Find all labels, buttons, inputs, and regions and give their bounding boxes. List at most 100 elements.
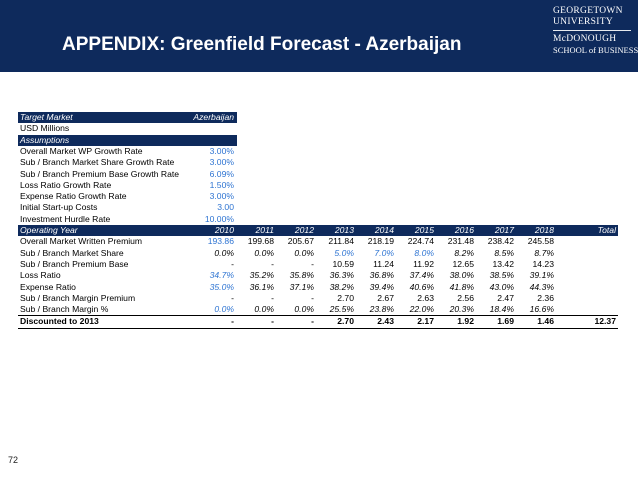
discounted-cell: 1.92 (457, 316, 474, 327)
forecast-cell: 2.36 (537, 292, 554, 303)
forecast-cell: 10.59 (332, 258, 354, 269)
forecast-cell: 205.67 (287, 236, 314, 247)
forecast-cell: 0.0% (254, 247, 274, 258)
forecast-cell: 40.6% (409, 281, 434, 292)
discounted-row: Discounted to 2013 - - - 2.70 2.43 2.17 1.92 1.6… (18, 315, 618, 329)
assumption-value: 10.00% (204, 213, 234, 224)
discounted-cell: 2.43 (377, 316, 394, 327)
forecast-cell: 0.0% (214, 247, 234, 258)
forecast-cell: 39.4% (369, 281, 394, 292)
assumption-row: Loss Ratio Growth Rate 1.50% (18, 180, 237, 191)
discounted-cell: 1.69 (497, 316, 514, 327)
logo-line-3: McDONOUGH (553, 34, 617, 44)
forecast-cell: 16.6% (529, 304, 554, 315)
forecast-cell: 37.1% (289, 281, 314, 292)
forecast-row: Sub / Branch Margin % 0.0% 0.0% 0.0% 25.5% 23… (18, 304, 618, 315)
assumption-value: 3.00% (209, 157, 234, 168)
forecast-row: Sub / Branch Premium Base - - - 10.59 11.24 11… (18, 259, 618, 270)
assumption-row: Investment Hurdle Rate 10.00% (18, 214, 237, 225)
forecast-cell: 44.3% (529, 281, 554, 292)
discounted-cell: 2.70 (337, 316, 354, 327)
forecast-cell: 2.63 (417, 292, 434, 303)
forecast-cell: - (271, 258, 274, 269)
forecast-cell: 2.67 (377, 292, 394, 303)
forecast-cell: 38.5% (489, 270, 514, 281)
forecast-cell: 38.0% (449, 270, 474, 281)
forecast-cell: 14.23 (532, 258, 554, 269)
page-number: 72 (8, 455, 19, 465)
units-label: USD Millions (20, 123, 70, 134)
assumption-value: 6.09% (209, 168, 234, 179)
assumption-value: 3.00% (209, 191, 234, 202)
assumption-label: Sub / Branch Premium Base Growth Rate (20, 168, 180, 179)
logo-line-2: UNIVERSITY (553, 17, 613, 27)
assumption-value: 3.00% (209, 145, 234, 156)
forecast-cell: 36.3% (329, 270, 354, 281)
forecast-row-label: Sub / Branch Margin % (20, 304, 109, 315)
forecast-cell: 245.58 (527, 236, 554, 247)
logo-line-1: GEORGETOWN (553, 6, 623, 16)
assumptions-header-row: Assumptions (18, 134, 237, 146)
forecast-cell: 8.7% (534, 247, 554, 258)
assumption-row: Sub / Branch Market Share Growth Rate 3.0… (18, 157, 237, 168)
assumption-label: Expense Ratio Growth Rate (20, 191, 127, 202)
assumption-label: Sub / Branch Market Share Growth Rate (20, 157, 175, 168)
discounted-cell: - (311, 316, 314, 327)
forecast-cell: 38.2% (329, 281, 354, 292)
forecast-cell: 8.0% (414, 247, 434, 258)
year-column-header: 2018 (534, 225, 554, 235)
forecast-cell: 35.8% (289, 270, 314, 281)
forecast-row: Sub / Branch Margin Premium - - - 2.70 2.67 2.… (18, 293, 618, 304)
units-row: USD Millions (18, 123, 237, 134)
forecast-cell: 11.92 (413, 258, 434, 269)
assumption-row: Initial Start-up Costs 3.00 (18, 202, 237, 213)
discounted-cell: 1.46 (537, 316, 554, 327)
forecast-row-label: Sub / Branch Premium Base (20, 258, 129, 269)
forecast-cell: 211.84 (328, 236, 354, 247)
operating-year-label: Operating Year (20, 225, 78, 235)
assumption-label: Overall Market WP Growth Rate (20, 145, 143, 156)
forecast-cell: 35.2% (249, 270, 274, 281)
forecast-cell: - (231, 258, 234, 269)
forecast-cell: 35.0% (209, 281, 234, 292)
year-column-header: 2015 (414, 225, 434, 235)
forecast-cell: 8.2% (454, 247, 474, 258)
forecast-cell: 8.5% (494, 247, 514, 258)
logo-divider (553, 30, 631, 31)
assumption-row: Expense Ratio Growth Rate 3.00% (18, 191, 237, 202)
forecast-cell: 41.8% (449, 281, 474, 292)
discounted-label: Discounted to 2013 (20, 316, 99, 327)
total-column-header: Total (597, 225, 616, 235)
target-market-row: Target Market Azerbaijan (18, 112, 237, 124)
forecast-cell: 34.7% (209, 270, 234, 281)
assumption-label: Investment Hurdle Rate (20, 213, 111, 224)
forecast-row: Loss Ratio 34.7% 35.2% 35.8% 36.3% 36.8% 37.4%… (18, 270, 618, 281)
year-column-header: 2017 (494, 225, 514, 235)
assumption-value: 1.50% (209, 179, 234, 190)
forecast-cell: 39.1% (529, 270, 554, 281)
target-market-value: Azerbaijan (193, 112, 234, 122)
forecast-cell: 36.1% (249, 281, 274, 292)
forecast-cell: 37.4% (409, 270, 434, 281)
year-column-header: 2011 (255, 225, 274, 235)
forecast-cell: 238.42 (487, 236, 514, 247)
discounted-total: 12.37 (594, 316, 616, 327)
year-column-header: 2010 (214, 225, 234, 235)
year-column-header: 2013 (334, 225, 354, 235)
forecast-cell: 22.0% (409, 304, 434, 315)
forecast-cell: 23.8% (369, 304, 394, 315)
forecast-cell: 2.47 (497, 292, 514, 303)
forecast-cell: 43.0% (489, 281, 514, 292)
assumption-value: 3.00 (217, 202, 234, 213)
forecast-row-label: Sub / Branch Market Share (20, 247, 124, 258)
forecast-row-label: Loss Ratio (20, 270, 61, 281)
target-market-label: Target Market (20, 112, 73, 122)
assumption-row: Overall Market WP Growth Rate 3.00% (18, 146, 237, 157)
forecast-row: Overall Market Written Premium 193.86 199.… (18, 236, 618, 247)
forecast-cell: 7.0% (374, 247, 394, 258)
forecast-cell: 5.0% (334, 247, 354, 258)
year-column-header: 2012 (294, 225, 314, 235)
forecast-cell: - (311, 258, 314, 269)
forecast-cell: - (231, 292, 234, 303)
forecast-cell: 224.74 (407, 236, 434, 247)
